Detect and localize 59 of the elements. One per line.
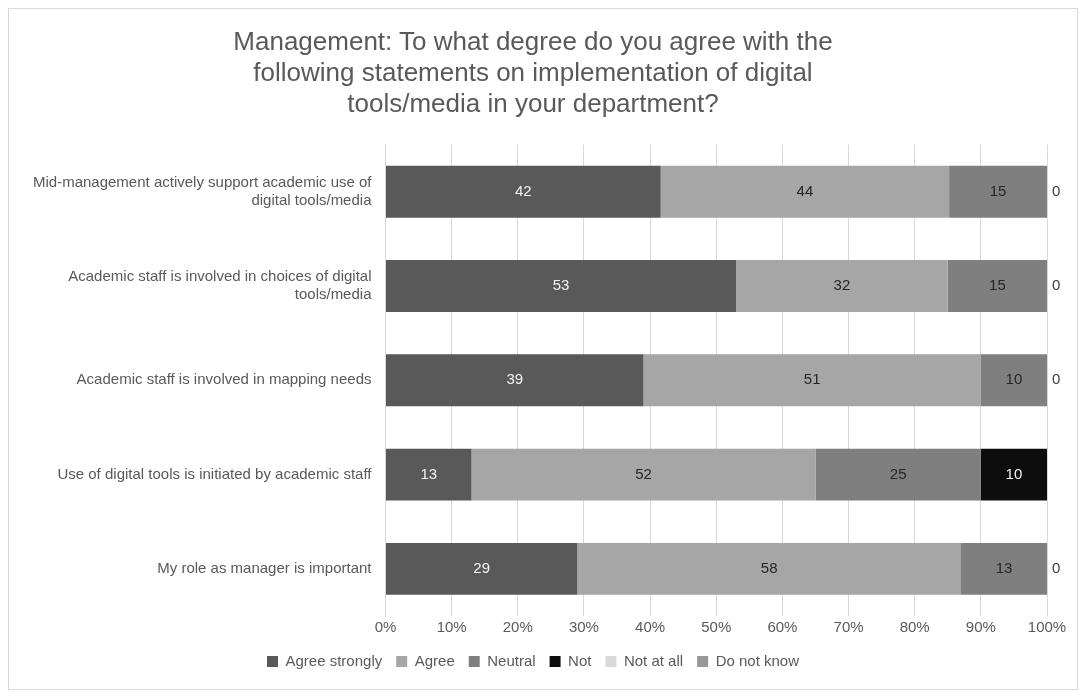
bar bbox=[949, 165, 1047, 218]
x-tick-label: 90% bbox=[965, 618, 996, 636]
y-tick-label: Mid-management actively support academic use of digital tools/media bbox=[33, 172, 373, 208]
bar bbox=[386, 542, 578, 595]
legend-label: Agree strongly bbox=[285, 651, 383, 669]
x-tick-label: 20% bbox=[502, 618, 533, 636]
data-label: 0 bbox=[1052, 559, 1061, 576]
x-tick-label: 40% bbox=[635, 618, 666, 636]
x-tick-label: 50% bbox=[701, 618, 732, 636]
y-tick-label: Academic staff is involved in mapping needs bbox=[76, 370, 372, 388]
data-label: 44 bbox=[796, 181, 814, 199]
legend-label: Not at all bbox=[623, 651, 684, 669]
x-tick-label: 80% bbox=[899, 618, 930, 636]
bar bbox=[660, 165, 950, 218]
legend-label: Agree bbox=[414, 651, 455, 669]
bar bbox=[980, 354, 1047, 407]
bar bbox=[980, 448, 1047, 501]
x-tick-label: 100% bbox=[1027, 618, 1067, 636]
bar bbox=[386, 260, 737, 312]
bar bbox=[471, 448, 816, 501]
bar bbox=[386, 354, 644, 407]
legend-label: Neutral bbox=[487, 651, 536, 669]
legend-label: Do not know bbox=[715, 651, 800, 669]
y-tick-label: Academic staff is involved in choices of digital tools/media bbox=[68, 267, 373, 303]
data-label: 15 bbox=[989, 181, 1007, 199]
data-label: 32 bbox=[833, 276, 851, 294]
x-tick-label: 70% bbox=[833, 618, 864, 636]
data-label: 10 bbox=[1005, 370, 1023, 388]
data-label: 10 bbox=[1005, 464, 1023, 482]
data-label: 52 bbox=[635, 464, 652, 482]
data-label: 0 bbox=[1052, 181, 1061, 199]
legend-label: Not bbox=[568, 651, 593, 669]
x-tick-label: 10% bbox=[436, 618, 467, 636]
data-label: 13 bbox=[420, 464, 438, 482]
x-tick-label: 30% bbox=[568, 618, 599, 636]
bar bbox=[947, 260, 1047, 312]
bar bbox=[386, 165, 661, 218]
data-label: 39 bbox=[506, 370, 524, 388]
bar bbox=[577, 542, 961, 595]
data-label: 51 bbox=[803, 370, 821, 388]
y-tick-label: My role as manager is important bbox=[157, 559, 373, 576]
data-label: 0 bbox=[1052, 276, 1061, 294]
bar bbox=[736, 260, 948, 312]
data-label: 42 bbox=[515, 181, 532, 199]
bar bbox=[961, 542, 1047, 595]
data-label: 29 bbox=[473, 559, 491, 576]
y-tick-label: Use of digital tools is initiated by academic staff bbox=[57, 464, 373, 482]
data-label: 25 bbox=[889, 464, 907, 482]
data-label: 0 bbox=[1052, 370, 1061, 388]
x-tick-label: 0% bbox=[374, 618, 397, 636]
data-label: 15 bbox=[989, 276, 1006, 294]
bar bbox=[386, 448, 472, 501]
data-label: 13 bbox=[995, 559, 1013, 576]
x-tick-label: 60% bbox=[767, 618, 798, 636]
data-label: 58 bbox=[760, 559, 778, 576]
bar bbox=[643, 354, 981, 407]
chart-title: Management: To what degree do you agree with the following statements on implementation of digital tools/media in your department? bbox=[233, 25, 833, 119]
bar bbox=[815, 448, 981, 501]
data-label: 53 bbox=[552, 276, 570, 294]
